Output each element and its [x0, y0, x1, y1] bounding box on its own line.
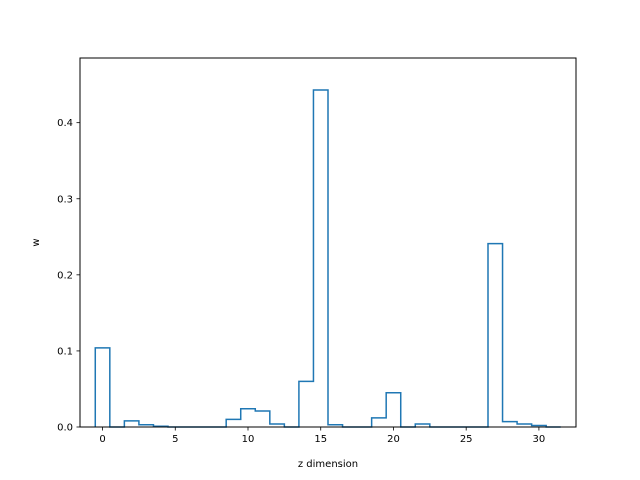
- y-axis: 0.0 0.1 0.2 0.3 0.4: [57, 118, 80, 434]
- series-step-line: [94, 89, 561, 428]
- y-tick-label: 0.0: [57, 423, 73, 434]
- x-tick-label: 30: [533, 434, 546, 445]
- y-tick-label: 0.1: [57, 346, 73, 357]
- x-axis: 0 5 10 15 20 25 30: [99, 427, 545, 445]
- y-tick-label: 0.3: [57, 194, 73, 205]
- x-tick-label: 15: [314, 434, 327, 445]
- y-tick-label: 0.2: [57, 270, 73, 281]
- y-axis-label: w: [31, 238, 42, 246]
- x-tick-label: 25: [460, 434, 473, 445]
- x-tick-label: 10: [242, 434, 255, 445]
- x-tick-label: 0: [99, 434, 105, 445]
- x-axis-label: z dimension: [298, 459, 358, 470]
- x-tick-label: 20: [387, 434, 400, 445]
- x-tick-label: 5: [172, 434, 178, 445]
- axes-frame: [79, 57, 577, 428]
- y-tick-label: 0.4: [57, 118, 73, 129]
- plot-area: [94, 89, 561, 428]
